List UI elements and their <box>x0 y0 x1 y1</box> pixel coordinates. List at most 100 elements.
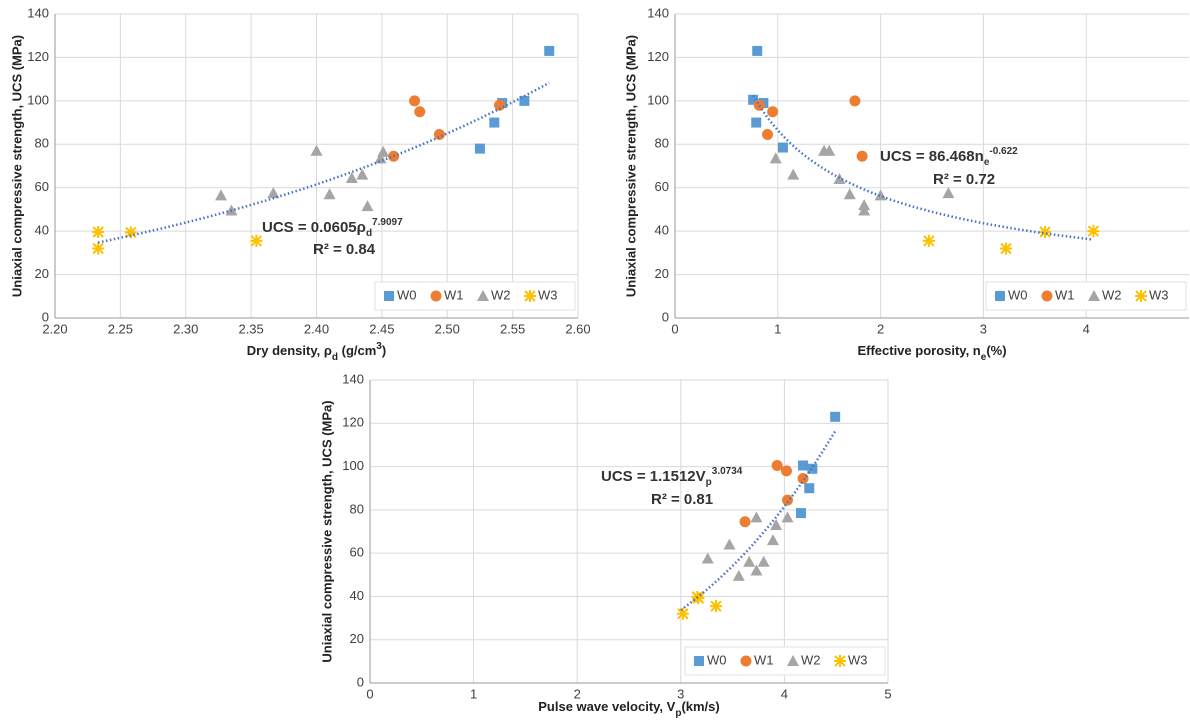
circle-marker <box>856 150 868 162</box>
x-tick-label: 3 <box>980 321 987 336</box>
x-axis-title-part: (%) <box>986 343 1006 358</box>
y-tick-label: 60 <box>35 179 49 194</box>
x-axis-title: Pulse wave velocity, Vp(km/s) <box>538 699 719 719</box>
x-tick-label: 1 <box>470 686 477 701</box>
legend-marker <box>694 656 704 666</box>
x-tick-label: 3 <box>677 686 684 701</box>
x-tick-label: 0 <box>671 321 678 336</box>
y-tick-label: 100 <box>342 458 364 473</box>
x-tick-label: 4 <box>1083 321 1090 336</box>
scatter-chart: 0 20 40 60 80 100 120 140 0 1 2 3 4 5 Uniaxial compres… <box>319 371 891 719</box>
y-tick-label: 20 <box>350 631 364 646</box>
y-tick-label: 140 <box>27 5 49 20</box>
y-tick-label: 0 <box>357 674 364 689</box>
legend-label: W1 <box>1055 287 1075 302</box>
x-tick-label: 2.45 <box>369 321 394 336</box>
y-axis-title: Uniaxial compressive strength, UCS (MPa) <box>319 400 334 662</box>
legend-marker <box>995 291 1005 301</box>
x-tick-label: 2.25 <box>108 321 133 336</box>
legend: W0 W1 W2 W3 <box>684 646 886 676</box>
triangle-marker <box>267 187 280 199</box>
star-marker <box>124 226 137 239</box>
x-axis-title-part: (g/cm <box>338 343 376 358</box>
star-marker <box>922 234 935 247</box>
y-tick-label: 60 <box>350 545 364 560</box>
x-axis-title: Effective porosity, ne(%) <box>857 343 1006 363</box>
legend-marker <box>524 290 536 302</box>
legend-marker <box>834 655 846 667</box>
x-tick-label: 2.55 <box>500 321 525 336</box>
star-marker <box>1000 242 1013 255</box>
square-marker <box>519 95 530 106</box>
y-tick-label: 80 <box>35 136 49 151</box>
legend-box <box>684 646 886 676</box>
triangle-marker <box>843 188 856 200</box>
circle-marker <box>494 99 506 111</box>
x-axis-title-part: d <box>332 352 338 363</box>
legend-label: W3 <box>1149 287 1169 302</box>
legend: W0 W1 W2 W3 <box>374 281 576 311</box>
triangle-marker <box>823 144 836 156</box>
equation-part: UCS = 0.0605ρ <box>262 219 366 236</box>
x-tick-label: 2.30 <box>173 321 198 336</box>
legend-marker <box>384 291 394 301</box>
triangle-marker <box>874 189 887 201</box>
scatter-chart: 0 20 40 60 80 100 120 140 0 1 2 3 4 Uniaxial compress… <box>623 5 1189 363</box>
legend-label: W0 <box>397 287 417 302</box>
y-tick-label: 20 <box>35 266 49 281</box>
equation: UCS = 1.1512Vp3.0734 <box>601 466 743 488</box>
legend-label: W3 <box>538 287 558 302</box>
x-axis-title-part: p <box>675 708 681 719</box>
star-marker <box>92 242 105 255</box>
triangle-marker <box>215 189 228 201</box>
square-marker <box>752 45 763 56</box>
x-tick-label: 5 <box>884 686 891 701</box>
equation-part: p <box>706 477 712 488</box>
x-axis-title-part: (km/s) <box>681 699 719 714</box>
x-tick-label: 4 <box>781 686 788 701</box>
x-axis-title-part: ) <box>382 343 386 358</box>
scatter-chart: 0 20 40 60 80 100 120 140 2.20 2.25 2.30 2.35 2.40 2.… <box>9 5 590 363</box>
legend-label: W3 <box>848 652 868 667</box>
y-tick-label: 40 <box>35 223 49 238</box>
legend-box <box>985 281 1187 311</box>
star-marker <box>1039 226 1052 239</box>
r-squared: R² = 0.72 <box>933 171 995 188</box>
star-marker <box>710 600 723 613</box>
legend-label: W2 <box>801 652 821 667</box>
square-marker <box>777 142 788 153</box>
triangle-marker <box>750 511 763 523</box>
circle-marker <box>409 95 421 107</box>
x-tick-label: 0 <box>366 686 373 701</box>
r-squared: R² = 0.81 <box>651 491 713 508</box>
triangle-marker <box>323 188 336 200</box>
x-tick-label: 2.20 <box>42 321 67 336</box>
triangle-marker <box>781 511 794 523</box>
y-tick-label: 120 <box>27 49 49 64</box>
triangle-marker <box>750 564 763 576</box>
star-marker <box>676 607 689 620</box>
equation-part: 7.9097 <box>372 217 403 228</box>
legend-label: W0 <box>707 652 727 667</box>
legend-marker <box>740 655 752 667</box>
y-tick-label: 80 <box>350 501 364 516</box>
r-squared: R² = 0.84 <box>313 241 376 258</box>
equation-part: 3.0734 <box>712 466 743 477</box>
legend-box <box>374 281 576 311</box>
legend-label: W1 <box>754 652 774 667</box>
y-tick-label: 40 <box>350 588 364 603</box>
y-tick-label: 60 <box>655 179 669 194</box>
x-tick-label: 2.60 <box>565 321 590 336</box>
triangle-marker <box>723 538 736 550</box>
y-axis-title: Uniaxial compressive strength, UCS (MPa) <box>623 35 638 297</box>
triangle-marker <box>377 145 390 157</box>
trendline <box>752 94 1094 241</box>
circle-marker <box>797 472 809 484</box>
equation-part: e <box>984 157 990 168</box>
square-marker <box>830 411 841 422</box>
y-axis-title: Uniaxial compressive strength, UCS (MPa) <box>9 35 24 297</box>
x-tick-label: 2.50 <box>435 321 460 336</box>
y-tick-label: 140 <box>647 5 669 20</box>
equation-part: -0.622 <box>989 146 1018 157</box>
y-tick-label: 0 <box>662 309 669 324</box>
